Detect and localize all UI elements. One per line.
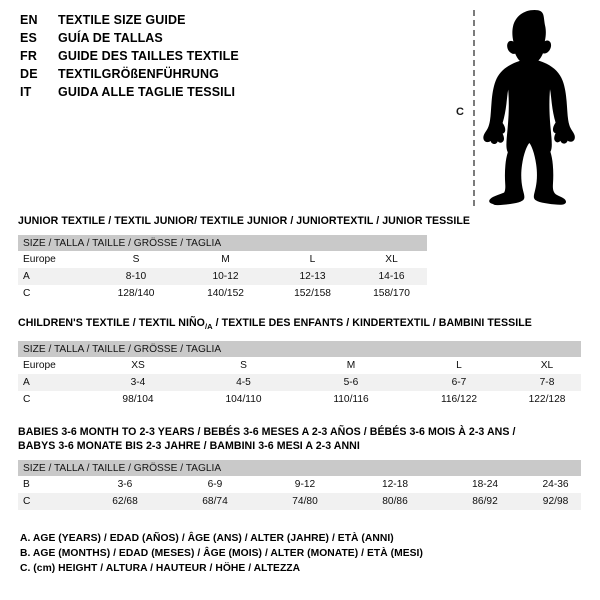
table-row: B 3-6 6-9 9-12 12-18 18-24 24-36 bbox=[18, 476, 582, 493]
junior-row-europe-v0: S bbox=[90, 251, 182, 268]
children-row-europe-v1: S bbox=[190, 357, 297, 375]
junior-textile-section: JUNIOR TEXTILE / TEXTIL JUNIOR/ TEXTILE … bbox=[18, 214, 470, 302]
table-row: Europe XS S M L XL bbox=[18, 357, 582, 375]
babies-row-c-v5: 92/98 bbox=[530, 493, 582, 510]
language-code-it: IT bbox=[20, 85, 32, 99]
junior-row-c-label: C bbox=[18, 285, 90, 302]
height-dashed-line bbox=[473, 10, 475, 206]
children-table-banner-row: SIZE / TALLA / TAILLE / GRÖSSE / TAGLIA bbox=[18, 341, 582, 358]
children-row-a-label: A bbox=[18, 374, 86, 392]
babies-row-c-v1: 68/74 bbox=[170, 493, 260, 510]
children-row-c-v1: 104/110 bbox=[190, 391, 297, 409]
children-row-europe-v0: XS bbox=[86, 357, 190, 375]
babies-row-c-v0: 62/68 bbox=[80, 493, 170, 510]
children-size-table: SIZE / TALLA / TAILLE / GRÖSSE / TAGLIA … bbox=[18, 341, 582, 409]
language-row-es: ES GUÍA DE TALLAS bbox=[20, 29, 420, 47]
babies-row-b-v1: 6-9 bbox=[170, 476, 260, 493]
junior-section-title: JUNIOR TEXTILE / TEXTIL JUNIOR/ TEXTILE … bbox=[18, 215, 471, 227]
table-row: C 62/68 68/74 74/80 80/86 86/92 92/98 bbox=[18, 493, 582, 510]
babies-size-table: SIZE / TALLA / TAILLE / GRÖSSE / TAGLIA … bbox=[18, 460, 582, 510]
language-code-fr: FR bbox=[20, 49, 38, 63]
children-row-a-v0: 3-4 bbox=[86, 374, 190, 392]
children-row-europe-v4: XL bbox=[513, 357, 582, 375]
babies-row-c-v4: 86/92 bbox=[440, 493, 530, 510]
junior-row-a-label: A bbox=[18, 268, 90, 285]
junior-row-europe-label: Europe bbox=[18, 251, 90, 268]
junior-row-a-v0: 8-10 bbox=[90, 268, 182, 285]
children-banner-label: SIZE / TALLA / TAILLE / GRÖSSE / TAGLIA bbox=[18, 341, 582, 358]
children-row-c-v0: 98/104 bbox=[86, 391, 190, 409]
children-title-subscript: /A bbox=[204, 322, 213, 332]
language-row-en: EN TEXTILE SIZE GUIDE bbox=[20, 11, 420, 29]
language-title-de: TEXTILGRÖßENFÜHRUNG bbox=[58, 67, 219, 81]
language-code-en: EN bbox=[20, 13, 38, 27]
junior-row-europe-v3: XL bbox=[356, 251, 428, 268]
height-measure-label: C bbox=[456, 106, 464, 118]
table-row: A 8-10 10-12 12-13 14-16 bbox=[18, 268, 428, 285]
table-row: A 3-4 4-5 5-6 6-7 7-8 bbox=[18, 374, 582, 392]
children-title-part1: CHILDREN'S TEXTILE / TEXTIL NIÑO bbox=[18, 317, 205, 329]
babies-table-banner-row: SIZE / TALLA / TAILLE / GRÖSSE / TAGLIA bbox=[18, 460, 582, 476]
children-row-europe-v2: M bbox=[297, 357, 405, 375]
language-title-es: GUÍA DE TALLAS bbox=[58, 31, 163, 45]
children-textile-section: CHILDREN'S TEXTILE / TEXTIL NIÑO/A / TEX… bbox=[18, 316, 582, 409]
height-measurement-illustration: C bbox=[440, 0, 600, 215]
junior-banner-label: SIZE / TALLA / TAILLE / GRÖSSE / TAGLIA bbox=[18, 235, 428, 251]
legend-row-b: B. AGE (MONTHS) / EDAD (MESES) / ÂGE (MO… bbox=[20, 548, 423, 559]
toddler-silhouette-icon bbox=[483, 10, 575, 206]
children-row-a-v2: 5-6 bbox=[297, 374, 405, 392]
babies-textile-section: BABIES 3-6 MONTH TO 2-3 YEARS / BEBÉS 3-… bbox=[18, 425, 582, 510]
babies-row-b-v2: 9-12 bbox=[260, 476, 350, 493]
junior-row-a-v1: 10-12 bbox=[182, 268, 269, 285]
junior-row-europe-v2: L bbox=[269, 251, 356, 268]
babies-section-title-line1: BABIES 3-6 MONTH TO 2-3 YEARS / BEBÉS 3-… bbox=[18, 426, 516, 438]
measurement-legend: A. AGE (YEARS) / EDAD (AÑOS) / ÂGE (ANS)… bbox=[20, 531, 540, 576]
language-row-it: IT GUIDA ALLE TAGLIE TESSILI bbox=[20, 83, 420, 101]
language-row-fr: FR GUIDE DES TAILLES TEXTILE bbox=[20, 47, 420, 65]
babies-banner-label: SIZE / TALLA / TAILLE / GRÖSSE / TAGLIA bbox=[18, 460, 582, 476]
table-row: Europe S M L XL bbox=[18, 251, 428, 268]
junior-table-banner-row: SIZE / TALLA / TAILLE / GRÖSSE / TAGLIA bbox=[18, 235, 428, 251]
junior-row-europe-v1: M bbox=[182, 251, 269, 268]
legend-row-a: A. AGE (YEARS) / EDAD (AÑOS) / ÂGE (ANS)… bbox=[20, 533, 394, 544]
junior-row-a-v2: 12-13 bbox=[269, 268, 356, 285]
babies-row-b-v4: 18-24 bbox=[440, 476, 530, 493]
language-title-it: GUIDA ALLE TAGLIE TESSILI bbox=[58, 85, 236, 99]
language-code-de: DE bbox=[20, 67, 38, 81]
children-row-c-v2: 110/116 bbox=[297, 391, 405, 409]
babies-row-b-v3: 12-18 bbox=[350, 476, 440, 493]
language-title-fr: GUIDE DES TAILLES TEXTILE bbox=[58, 49, 239, 63]
language-row-de: DE TEXTILGRÖßENFÜHRUNG bbox=[20, 65, 420, 83]
babies-section-title-line2: BABYS 3-6 MONATE BIS 2-3 JAHRE / BAMBINI… bbox=[18, 440, 360, 452]
babies-row-b-v5: 24-36 bbox=[530, 476, 582, 493]
children-row-c-v3: 116/122 bbox=[405, 391, 513, 409]
junior-size-table: SIZE / TALLA / TAILLE / GRÖSSE / TAGLIA … bbox=[18, 235, 428, 302]
language-title-en: TEXTILE SIZE GUIDE bbox=[58, 13, 186, 27]
children-row-europe-label: Europe bbox=[18, 357, 86, 375]
babies-row-c-v3: 80/86 bbox=[350, 493, 440, 510]
table-row: C 98/104 104/110 110/116 116/122 122/128 bbox=[18, 391, 582, 409]
babies-row-b-label: B bbox=[18, 476, 80, 493]
children-row-c-v4: 122/128 bbox=[513, 391, 582, 409]
junior-row-c-v2: 152/158 bbox=[269, 285, 356, 302]
babies-row-c-v2: 74/80 bbox=[260, 493, 350, 510]
children-section-title: CHILDREN'S TEXTILE / TEXTIL NIÑO/A / TEX… bbox=[18, 316, 581, 334]
babies-row-b-v0: 3-6 bbox=[80, 476, 170, 493]
children-row-c-label: C bbox=[18, 391, 86, 409]
children-row-a-v4: 7-8 bbox=[513, 374, 582, 392]
language-header-block: EN TEXTILE SIZE GUIDE ES GUÍA DE TALLAS … bbox=[20, 11, 420, 101]
junior-row-a-v3: 14-16 bbox=[356, 268, 428, 285]
children-title-part2: / TEXTILE DES ENFANTS / KINDERTEXTIL / B… bbox=[212, 317, 532, 329]
children-row-a-v3: 6-7 bbox=[405, 374, 513, 392]
table-row: C 128/140 140/152 152/158 158/170 bbox=[18, 285, 428, 302]
junior-row-c-v3: 158/170 bbox=[356, 285, 428, 302]
junior-row-c-v0: 128/140 bbox=[90, 285, 182, 302]
children-row-a-v1: 4-5 bbox=[190, 374, 297, 392]
junior-row-c-v1: 140/152 bbox=[182, 285, 269, 302]
language-code-es: ES bbox=[20, 31, 38, 45]
children-row-europe-v3: L bbox=[405, 357, 513, 375]
babies-row-c-label: C bbox=[18, 493, 80, 510]
legend-row-c: C. (cm) HEIGHT / ALTURA / HAUTEUR / HÖHE… bbox=[20, 563, 301, 574]
